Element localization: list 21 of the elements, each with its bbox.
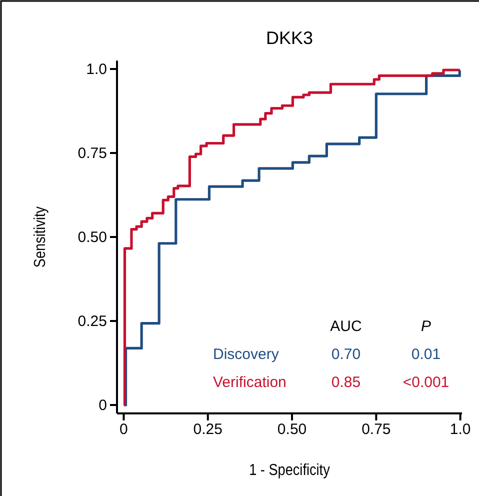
x-tick-label: 0.50 <box>277 421 307 438</box>
text: Discovery <box>213 346 280 363</box>
annotation: AUC <box>330 318 362 335</box>
annotation: 0.85 <box>331 374 361 391</box>
annotation: P <box>420 318 432 335</box>
x-tick-label: 0 <box>120 421 128 438</box>
y-tick-label: 0.25 <box>78 312 107 330</box>
chart-title: DKK3 <box>266 28 314 48</box>
annotation: 0.01 <box>411 346 441 363</box>
text: Verification <box>213 374 286 391</box>
x-tick-label: 0.25 <box>193 421 222 438</box>
annotation: <0.001 <box>402 374 450 391</box>
x-tick-label: 0.75 <box>362 421 391 438</box>
y-tick-label: 0.50 <box>78 228 107 246</box>
x-axis-title: 1 - Specificity <box>249 462 330 480</box>
y-tick-label: 0.75 <box>78 144 107 162</box>
y-tick-label: 0 <box>98 396 107 414</box>
y-axis-title: Sensitivity <box>32 206 50 268</box>
annotation: 0.70 <box>331 346 361 363</box>
x-tick-label: 1.0 <box>450 421 471 438</box>
y-tick-label: 1.0 <box>86 60 107 78</box>
